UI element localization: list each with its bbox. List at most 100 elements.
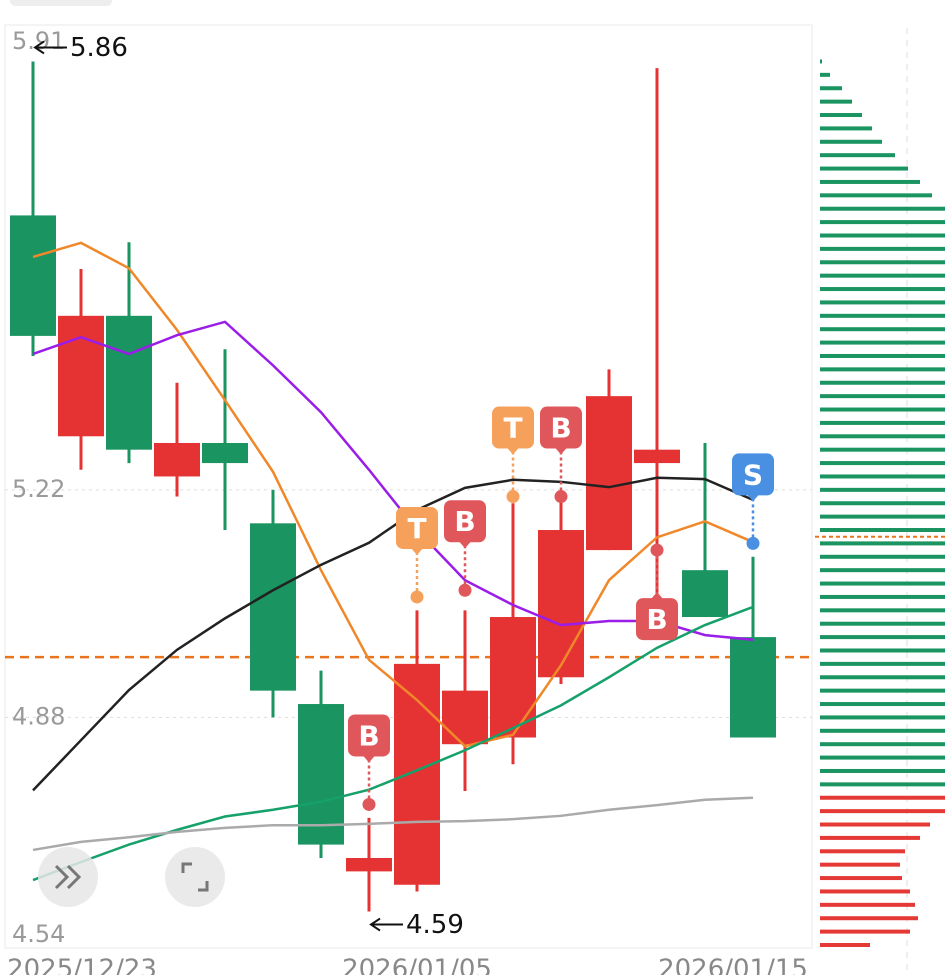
profile-bar	[820, 59, 822, 64]
signal-badge	[636, 598, 678, 641]
profile-bar	[820, 166, 908, 171]
profile-bar	[820, 139, 882, 144]
profile-bar	[820, 193, 932, 198]
profile-bar	[820, 581, 945, 586]
profile-bar	[820, 849, 905, 854]
profile-bar	[820, 260, 945, 265]
candle-body	[154, 442, 200, 477]
candle-body	[298, 704, 344, 845]
profile-bar	[820, 420, 945, 425]
profile-bar	[820, 380, 945, 385]
fullscreen-button[interactable]	[165, 847, 225, 907]
candle-body	[442, 690, 488, 745]
profile-bar	[820, 434, 945, 439]
profile-bar	[820, 768, 945, 773]
profile-bar	[820, 528, 945, 533]
profile-bar	[820, 889, 910, 894]
profile-bar	[820, 340, 945, 345]
profile-bar	[820, 809, 945, 814]
profile-bar	[820, 487, 945, 492]
moving-average	[32, 605, 754, 882]
signal-dot	[362, 797, 376, 811]
profile-bar	[820, 902, 915, 907]
plot-frame	[4, 24, 813, 949]
profile-bar	[820, 353, 945, 358]
signal-badge	[396, 506, 438, 549]
candle-body	[250, 523, 296, 691]
signal-label: T	[503, 412, 522, 445]
profile-bar	[820, 822, 930, 827]
annotation-arrow	[33, 40, 67, 55]
profile-bar	[820, 916, 918, 921]
candle-body	[106, 315, 152, 450]
signal-badge	[540, 406, 582, 449]
profile-bar	[820, 179, 920, 184]
signal-label: B	[358, 719, 379, 752]
profile-bar	[820, 126, 872, 131]
signal-dot	[410, 590, 424, 604]
profile-bar	[820, 99, 852, 104]
profile-bar	[820, 554, 945, 559]
x-tick-label: 2026/01/05	[342, 955, 492, 975]
annotation-label: 4.59	[406, 910, 464, 940]
signal-badge	[492, 406, 534, 449]
moving-average	[32, 476, 754, 792]
profile-bar	[820, 568, 945, 573]
profile-bar	[820, 233, 945, 238]
profile-bar	[820, 327, 945, 332]
profile-bar	[820, 541, 945, 546]
profile-bar	[820, 688, 945, 693]
candle-body	[202, 442, 248, 464]
annotation-arrow	[369, 917, 403, 932]
signal-badge	[348, 714, 390, 757]
profile-bar	[820, 755, 945, 760]
profile-bar	[820, 661, 945, 666]
annotation-label: 5.86	[70, 33, 128, 63]
signal-label: S	[743, 458, 763, 491]
profile-bar	[820, 514, 945, 519]
signal-label: B	[550, 412, 571, 445]
signal-dot	[554, 490, 568, 504]
candle-body	[58, 315, 104, 437]
profile-bar	[820, 702, 945, 707]
profile-bar	[820, 943, 870, 947]
profile-bar	[820, 594, 945, 599]
profile-bar	[820, 394, 945, 399]
profile-bar	[820, 501, 945, 506]
y-tick-label: 4.88	[12, 702, 65, 730]
profile-bar	[820, 862, 900, 867]
moving-average	[32, 320, 754, 642]
candle-body	[682, 570, 728, 618]
signal-label: T	[407, 512, 426, 545]
profile-bar	[820, 206, 945, 211]
profile-bar	[820, 648, 945, 653]
candle-body	[730, 637, 776, 738]
profile-bar	[820, 273, 945, 278]
profile-bar	[820, 72, 830, 77]
candle-body	[394, 663, 440, 885]
profile-bar	[820, 246, 945, 251]
x-tick-label: 2026/01/15	[658, 955, 808, 975]
candle-body	[538, 530, 584, 678]
candle-body	[10, 215, 56, 336]
profile-bar	[820, 876, 902, 881]
profile-bar	[820, 635, 945, 640]
profile-bar	[820, 300, 945, 305]
profile-bar	[820, 621, 945, 626]
profile-bar	[820, 675, 945, 680]
profile-bar	[820, 153, 895, 158]
tab[interactable]	[10, 0, 112, 6]
profile-bar	[820, 728, 945, 733]
profile-bar	[820, 220, 945, 225]
signal-dot	[506, 490, 520, 504]
expand-button[interactable]	[38, 847, 98, 907]
signal-dot	[458, 583, 472, 597]
candle-body	[490, 617, 536, 738]
y-tick-label: 5.22	[12, 475, 65, 503]
signal-dot	[746, 536, 760, 550]
profile-bar	[820, 367, 945, 372]
profile-bar	[820, 313, 945, 318]
signal-label: B	[454, 505, 475, 538]
